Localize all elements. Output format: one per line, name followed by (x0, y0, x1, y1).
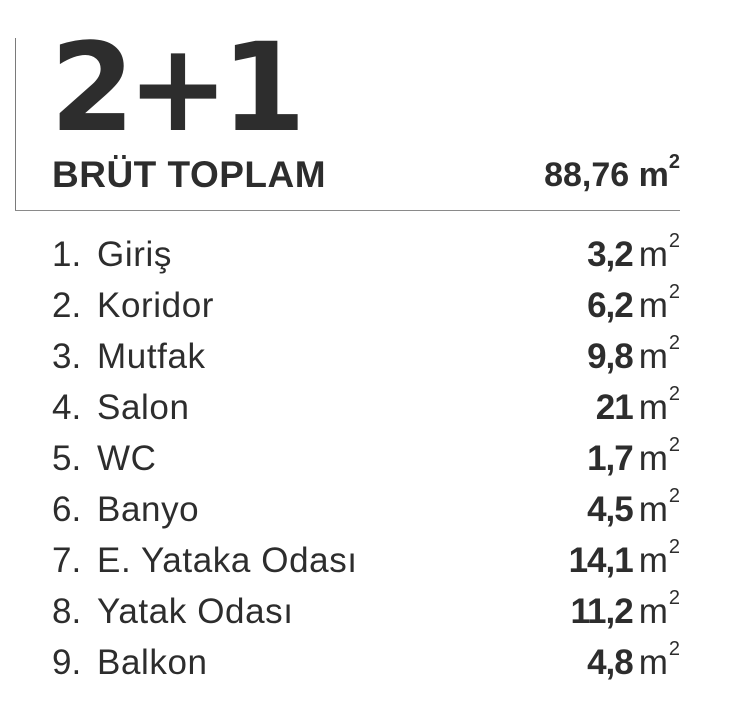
room-name: Banyo (97, 490, 200, 529)
room-area-value: 11,2 (570, 592, 634, 631)
gross-total-number: 88,76 (544, 156, 630, 194)
room-area-unit: m2 (638, 384, 680, 427)
room-area: 4,8 m2 (587, 639, 680, 693)
room-area: 1,7 m2 (587, 435, 680, 489)
room-area-unit-base: m (638, 235, 668, 274)
room-row: 2. Koridor 6,2 m2 (52, 282, 680, 336)
room-number: 2. (52, 286, 82, 325)
room-area-unit: m2 (638, 537, 680, 580)
room-row: 8. Yatak Odası 11,2 m2 (52, 588, 680, 642)
room-area-unit: m2 (638, 639, 680, 682)
room-name: Mutfak (97, 337, 206, 376)
room-area: 14,1 m2 (568, 537, 680, 591)
room-area-unit-exponent: 2 (668, 434, 680, 456)
gross-total-row: BRÜT TOPLAM 88,76 m2 (52, 151, 680, 196)
room-area-unit: m2 (638, 282, 680, 325)
room-area-value: 21 (595, 388, 634, 427)
room-area-unit-base: m (638, 337, 668, 376)
gross-total-unit: m (638, 156, 669, 194)
room-number: 6. (52, 490, 82, 529)
room-name: Yatak Odası (97, 592, 294, 631)
room-area-unit: m2 (638, 486, 680, 529)
room-area-value: 3,2 (587, 235, 634, 274)
room-area-unit-exponent: 2 (668, 332, 680, 354)
room-area-unit-exponent: 2 (668, 638, 680, 660)
room-area-unit-base: m (638, 286, 668, 325)
room-area-value: 4,5 (587, 490, 634, 529)
room-area: 9,8 m2 (587, 333, 680, 387)
room-area-value: 1,7 (587, 439, 634, 478)
room-area-unit-exponent: 2 (668, 230, 680, 252)
room-name: Koridor (97, 286, 215, 325)
room-area: 4,5 m2 (587, 486, 680, 540)
room-name: Salon (97, 388, 190, 427)
room-area-value: 9,8 (587, 337, 634, 376)
gross-total-label: BRÜT TOPLAM (52, 154, 327, 195)
room-area-unit-base: m (638, 541, 668, 580)
room-row: 6. Banyo 4,5 m2 (52, 486, 680, 540)
room-row: 5. WC 1,7 m2 (52, 435, 680, 489)
room-number: 5. (52, 439, 82, 478)
room-area-value: 14,1 (568, 541, 634, 580)
gross-total-value: 88,76 m2 (544, 151, 680, 196)
room-row: 9. Balkon 4,8 m2 (52, 639, 680, 693)
room-area-unit-base: m (638, 388, 668, 427)
room-row: 3. Mutfak 9,8 m2 (52, 333, 680, 387)
room-area-unit-exponent: 2 (668, 587, 680, 609)
room-area-unit-exponent: 2 (668, 536, 680, 558)
room-area-unit-base: m (638, 592, 668, 631)
room-area-unit: m2 (638, 588, 680, 631)
room-area-unit-base: m (638, 439, 668, 478)
room-name: Giriş (97, 235, 172, 274)
room-area-unit: m2 (638, 435, 680, 478)
room-area: 21 m2 (595, 384, 680, 438)
room-area-unit-exponent: 2 (668, 485, 680, 507)
room-area-value: 4,8 (587, 643, 634, 682)
room-number: 1. (52, 235, 82, 274)
room-area: 3,2 m2 (587, 231, 680, 285)
gross-total-unit-exponent: 2 (668, 151, 680, 173)
room-row: 1. Giriş 3,2 m2 (52, 231, 680, 285)
room-area-unit-exponent: 2 (668, 281, 680, 303)
vertical-divider (15, 38, 16, 210)
room-area: 11,2 m2 (570, 588, 680, 642)
room-number: 8. (52, 592, 82, 631)
room-name: E. Yataka Odası (97, 541, 358, 580)
room-name: WC (97, 439, 157, 478)
plan-type-title: 2+1 (50, 17, 306, 159)
room-number: 4. (52, 388, 82, 427)
room-number: 9. (52, 643, 82, 682)
room-area-unit: m2 (638, 231, 680, 274)
room-area-unit-base: m (638, 490, 668, 529)
room-number: 3. (52, 337, 82, 376)
room-row: 7. E. Yataka Odası 14,1 m2 (52, 537, 680, 591)
room-name: Balkon (97, 643, 208, 682)
room-number: 7. (52, 541, 82, 580)
room-list: 1. Giriş 3,2 m2 2. Koridor 6,2 m2 3. Mutfa… (52, 231, 680, 693)
room-area-value: 6,2 (587, 286, 634, 325)
room-area-unit-base: m (638, 643, 668, 682)
room-area-unit: m2 (638, 333, 680, 376)
room-area-unit-exponent: 2 (668, 383, 680, 405)
horizontal-divider (15, 210, 680, 211)
room-area: 6,2 m2 (587, 282, 680, 336)
room-row: 4. Salon 21 m2 (52, 384, 680, 438)
